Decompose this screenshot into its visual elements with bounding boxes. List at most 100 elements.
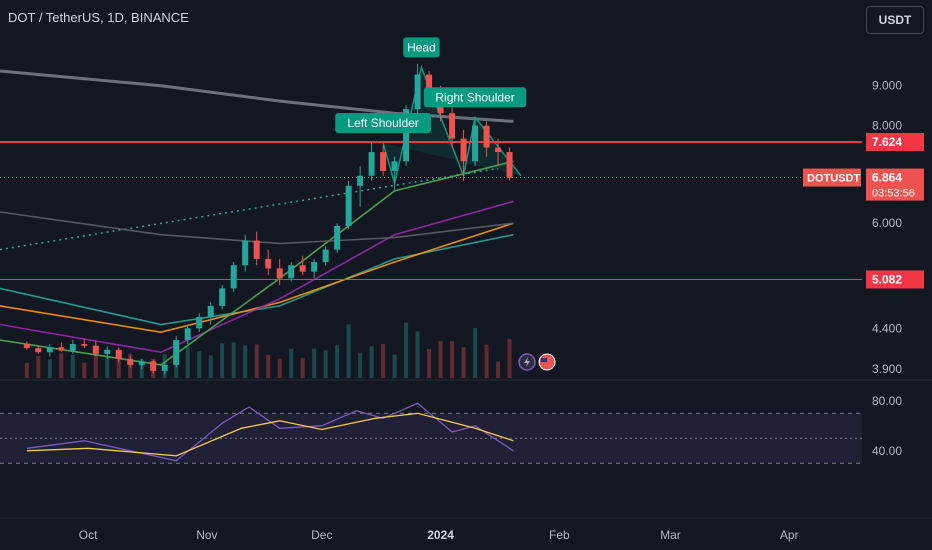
pattern-label-box [423,87,527,108]
candle-body[interactable] [35,348,42,353]
price-tick-label: 8.000 [872,119,902,133]
candle-body[interactable] [472,125,479,162]
symbol-tag [803,168,861,187]
time-tick-label: 2024 [427,528,454,542]
candle-body[interactable] [265,258,272,269]
candle-body[interactable] [506,152,513,178]
candle-body[interactable] [414,74,421,110]
volume-bar [47,359,52,378]
time-tick-label: Apr [780,528,799,542]
candle-body[interactable] [299,265,306,272]
time-tick-label: Oct [79,528,98,542]
rsi-line [26,412,514,457]
volume-bar [82,362,87,378]
volume-bar [335,345,340,378]
candle-body[interactable] [127,358,134,365]
candle-body[interactable] [207,305,214,317]
volume-bar [105,357,110,378]
pattern-label: Head [407,40,436,54]
volume-bar [427,349,432,378]
candle-body[interactable] [276,268,283,279]
level-price-tag [866,270,924,289]
volume-bar [243,345,248,378]
flag-canton [541,358,548,362]
rsi-tick-label: 80.00 [872,394,902,408]
time-tick-label: Dec [311,528,332,542]
rsi-line [26,402,514,462]
volume-bar [484,344,489,378]
pattern-label: Left Shoulder [347,116,418,130]
candle-body[interactable] [104,349,111,354]
candle-body[interactable] [345,185,352,227]
candle-body[interactable] [230,265,237,289]
candle-body[interactable] [357,175,364,186]
volume-bar [461,347,466,378]
volume-bar [415,331,420,378]
volume-bar [36,355,41,378]
candle-body[interactable] [46,347,53,353]
candle-body[interactable] [288,265,295,279]
moving-average-line [0,69,514,123]
volume-bar [266,354,271,378]
candle-body[interactable] [391,161,398,171]
price-tick-label: 9.000 [872,79,902,93]
candle-body[interactable] [92,345,99,354]
candle-body[interactable] [219,288,226,306]
candle-body[interactable] [138,361,145,365]
candle-body[interactable] [23,344,30,349]
volume-bar [323,350,328,378]
candle-body[interactable] [334,226,341,250]
volume-bar [404,322,409,378]
candle-body[interactable] [173,340,180,365]
current-price-tag [866,168,924,201]
candle-body[interactable] [426,74,433,94]
pattern-label-box [335,113,432,134]
chart-title: DOT / TetherUS, 1D, BINANCE [8,10,189,25]
candle-body[interactable] [483,125,490,148]
candle-body[interactable] [311,262,318,272]
volume-bar [507,339,512,378]
candle-body[interactable] [150,361,157,371]
candle-body[interactable] [81,344,88,346]
candle-body[interactable] [495,147,502,153]
symbol-label: DOTUSDT [807,173,860,185]
candle-body[interactable] [322,249,329,263]
volume-bar [116,358,121,378]
volume-bar [358,353,363,378]
moving-average-line [0,233,514,326]
volume-bar [59,353,64,378]
volume-bar [473,328,478,378]
candle-body[interactable] [196,316,203,329]
volume-bar [438,341,443,378]
time-tick-label: Feb [549,528,570,542]
candle-body[interactable] [242,240,249,266]
current-price-label: 6.864 [872,171,902,185]
moving-average-line [0,211,514,245]
candle-body[interactable] [69,344,76,351]
rsi-tick-label: 40.00 [872,444,902,458]
candle-body[interactable] [368,152,375,176]
candle-body[interactable] [115,349,122,359]
volume-bar [24,362,29,378]
volume-bar [231,342,236,378]
candle-body[interactable] [184,328,191,341]
currency-button[interactable]: USDT [866,6,924,34]
candle-body[interactable] [449,113,456,139]
pattern-label: Right Shoulder [435,90,514,104]
candle-body[interactable] [403,109,410,162]
candle-body[interactable] [253,240,260,259]
volume-bar [254,344,259,378]
level-price-tag [866,132,924,151]
candle-body[interactable] [460,138,467,162]
candle-body[interactable] [380,152,387,171]
time-tick-label: Nov [196,528,217,542]
volume-bar [220,343,225,378]
volume-bar [392,354,397,378]
price-tick-label: 5.082 [872,272,902,286]
candle-body[interactable] [161,364,168,371]
candle-body[interactable] [58,347,65,351]
volume-bar [277,358,282,378]
volume-bar [93,350,98,378]
moving-average-line [0,200,514,354]
